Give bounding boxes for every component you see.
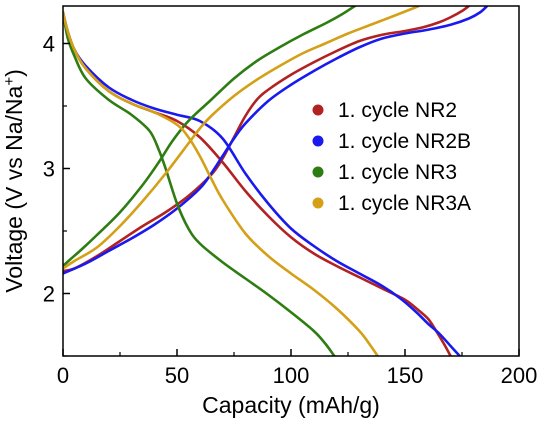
- x-tick-label: 50: [165, 363, 189, 388]
- y-tick-label: 4: [43, 32, 55, 57]
- series-line-4-charge: [63, 6, 420, 270]
- legend-label-2: 1. cycle NR2B: [338, 130, 471, 153]
- x-tick-label: 200: [501, 363, 538, 388]
- series-line-1-charge: [63, 6, 471, 273]
- series-line-2-discharge: [63, 10, 462, 356]
- legend-marker-1: [312, 104, 324, 116]
- x-tick-label: 150: [387, 363, 424, 388]
- y-axis-title-main: Voltage (V vs Na/Na: [1, 85, 27, 292]
- series-line-3-discharge: [63, 10, 336, 356]
- series-line-3-charge: [63, 6, 357, 268]
- legend-label-4: 1. cycle NR3A: [338, 192, 471, 215]
- legend-label-1: 1. cycle NR2: [338, 99, 457, 122]
- y-axis-title-suffix: ): [1, 69, 27, 77]
- y-axis-title: Voltage (V vs Na/Na+): [1, 69, 28, 293]
- series-line-2-charge: [63, 6, 489, 275]
- x-tick-label: 100: [273, 363, 310, 388]
- series-layer: [63, 6, 489, 356]
- x-axis-title: Capacity (mAh/g): [202, 392, 380, 418]
- legend-marker-4: [312, 197, 324, 209]
- legend-marker-3: [312, 166, 324, 178]
- ticks-layer: 0 50 100 150 200 2 3 4: [43, 32, 538, 389]
- legend-marker-2: [312, 135, 324, 147]
- y-tick-label: 2: [43, 282, 55, 307]
- y-tick-label: 3: [43, 157, 55, 182]
- series-line-1-discharge: [63, 10, 452, 356]
- legend: 1. cycle NR2 1. cycle NR2B 1. cycle NR3 1. …: [312, 99, 471, 215]
- legend-label-3: 1. cycle NR3: [338, 161, 457, 184]
- x-tick-label: 0: [57, 363, 69, 388]
- y-axis-title-superscript: +: [1, 77, 18, 86]
- series-line-4-discharge: [63, 10, 379, 356]
